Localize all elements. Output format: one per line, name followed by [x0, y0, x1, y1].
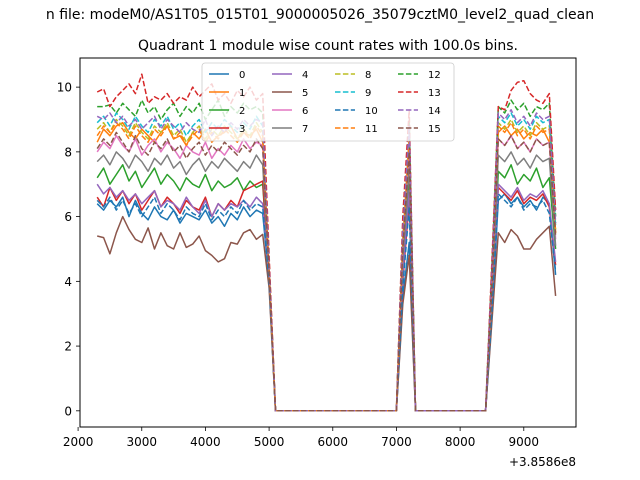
y-tick-label: 2: [64, 340, 72, 354]
legend-label-10: 10: [365, 106, 378, 117]
legend-label-6: 6: [302, 106, 308, 117]
legend-label-15: 15: [428, 124, 441, 135]
legend-label-3: 3: [239, 124, 245, 135]
x-tick-label: 6000: [318, 435, 349, 449]
series-lines: [96, 73, 557, 412]
y-axis: 0 2 4 6 8 10: [57, 81, 80, 418]
x-tick-label: 2000: [63, 435, 94, 449]
legend-label-12: 12: [428, 70, 441, 81]
series-line-15: [96, 131, 557, 412]
legend-label-13: 13: [428, 88, 441, 99]
legend-label-0: 0: [239, 70, 245, 81]
legend-label-2: 2: [239, 106, 245, 117]
x-tick-label: 7000: [381, 435, 412, 449]
legend-label-11: 11: [365, 124, 378, 135]
x-offset-label: +3.8586e8: [509, 455, 576, 469]
x-tick-label: 5000: [254, 435, 285, 449]
y-tick-label: 0: [64, 404, 72, 418]
series-line-12: [97, 99, 557, 412]
y-tick-label: 8: [64, 145, 72, 159]
x-tick-label: 9000: [509, 435, 540, 449]
y-tick-label: 4: [64, 275, 72, 289]
legend-label-7: 7: [302, 124, 308, 135]
x-tick-label: 4000: [190, 435, 221, 449]
legend-label-1: 1: [239, 88, 245, 99]
legend-label-4: 4: [302, 70, 308, 81]
x-axis: 2000 3000 4000 5000 6000 7000 8000 9000: [63, 427, 539, 449]
legend-label-8: 8: [365, 70, 371, 81]
x-tick-label: 3000: [126, 435, 157, 449]
legend-label-5: 5: [302, 88, 308, 99]
y-tick-label: 10: [57, 81, 72, 95]
x-tick-label: 8000: [445, 435, 476, 449]
legend-label-14: 14: [428, 106, 441, 117]
y-tick-label: 6: [64, 210, 72, 224]
legend-label-9: 9: [365, 88, 371, 99]
chart-title: Quadrant 1 module wise count rates with …: [138, 38, 518, 54]
plot-frame: [79, 57, 577, 428]
figure-suptitle: n file: modeM0/AS1T05_015T01_9000005026_…: [46, 7, 594, 23]
legend-box: [201, 62, 455, 142]
